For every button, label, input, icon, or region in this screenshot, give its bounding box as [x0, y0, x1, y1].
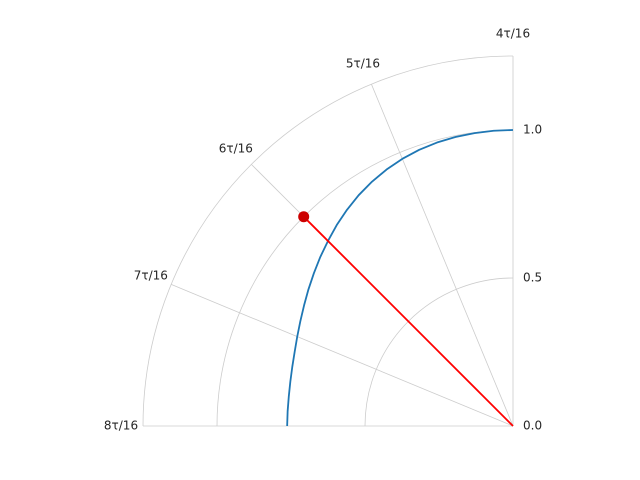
series-layer: [286, 129, 514, 427]
angle-tick-label: 8τ/16: [104, 419, 138, 433]
series-line: [286, 129, 514, 427]
angle-tick-label: 6τ/16: [219, 141, 253, 155]
angular-grid-line: [371, 84, 514, 427]
angle-tick-label: 4τ/16: [496, 27, 530, 41]
highlight-radius-line: [303, 216, 514, 427]
angle-tick-label: 5τ/16: [346, 56, 380, 70]
radial-tick-label: 1.0: [523, 123, 542, 137]
angular-grid-line: [171, 284, 514, 427]
angle-tick-label: 7τ/16: [134, 268, 168, 282]
highlight-marker: [298, 211, 310, 223]
tick-labels: 4τ/16 5τ/16 6τ/16 7τ/16 8τ/16 0.0 0.5 1.0: [104, 27, 542, 433]
radial-tick-label: 0.5: [523, 271, 542, 285]
highlight-layer: [298, 211, 514, 427]
radial-tick-label: 0.0: [523, 419, 542, 433]
